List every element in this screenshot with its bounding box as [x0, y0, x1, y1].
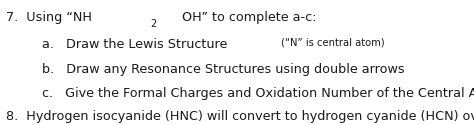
Text: OH” to complete a-c:: OH” to complete a-c:: [182, 11, 316, 24]
Text: (“N” is central atom): (“N” is central atom): [281, 38, 384, 48]
Text: 7.  Using “NH: 7. Using “NH: [6, 11, 92, 24]
Text: b.   Draw any Resonance Structures using double arrows: b. Draw any Resonance Structures using d…: [42, 62, 404, 76]
Text: a.   Draw the Lewis Structure: a. Draw the Lewis Structure: [42, 38, 231, 51]
Text: 2: 2: [150, 19, 156, 29]
Text: 8.  Hydrogen isocyanide (HNC) will convert to hydrogen cyanide (HCN) over: 8. Hydrogen isocyanide (HNC) will conver…: [6, 110, 474, 123]
Text: c.   Give the Formal Charges and Oxidation Number of the Central Atom: c. Give the Formal Charges and Oxidation…: [42, 88, 474, 101]
